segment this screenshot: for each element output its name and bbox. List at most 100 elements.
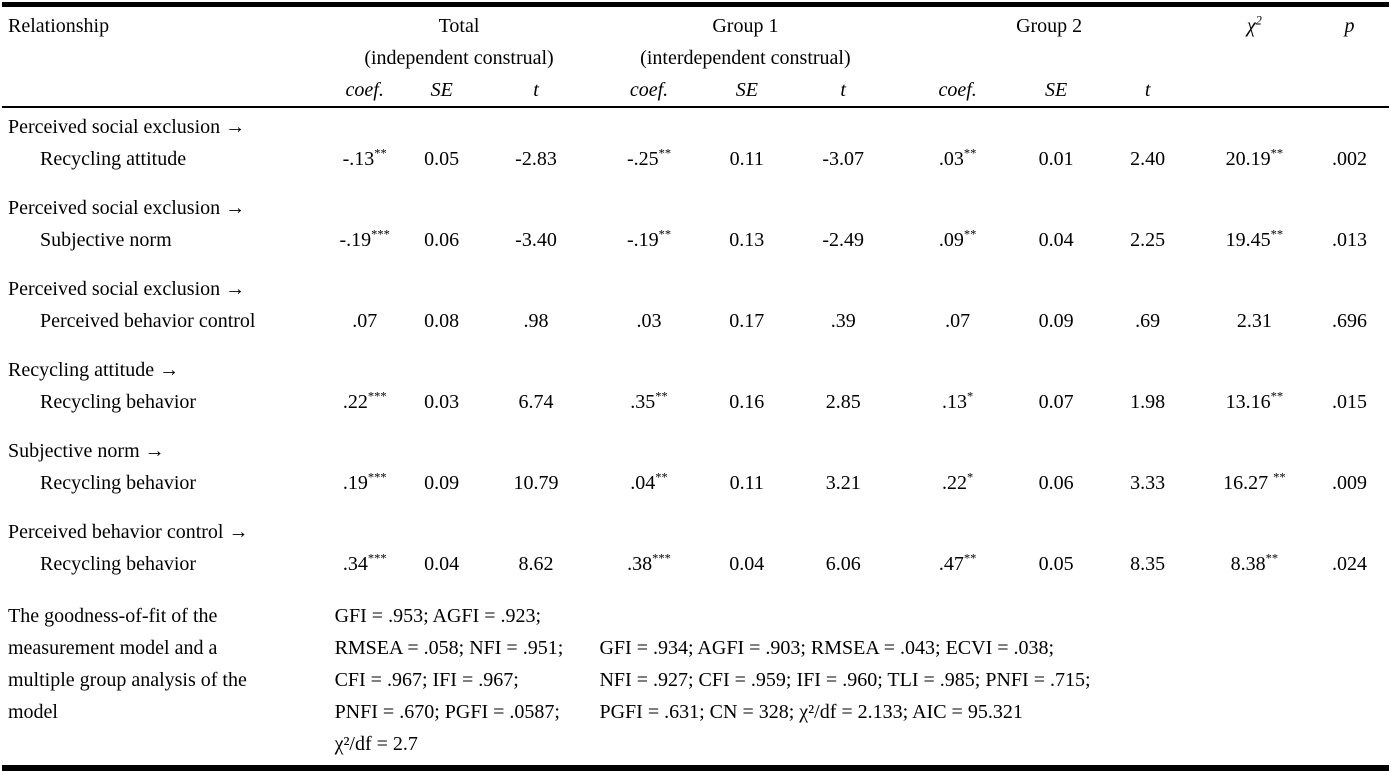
table-footer: The goodness-of-fit of the measurement m… [2,594,1389,768]
cell-group1-t: 2.85 [825,391,861,413]
cell-total-se: 0.06 [424,229,460,251]
cell-chi2: 8.38** [1230,551,1279,575]
relationship-to: Subjective norm [40,229,172,251]
cell-total-t: 6.74 [518,391,554,413]
cell-total-coef: .22*** [342,389,387,413]
significance-stars: *** [367,389,387,404]
relationship-to: Recycling attitude [40,148,187,170]
relationship-cell: Perceived social exclusion → Perceived be… [2,270,327,351]
cell-group2-se: 0.04 [1038,229,1074,251]
cell-group2-t: 8.35 [1130,553,1166,575]
relationship-to: Recycling behavior [40,472,197,494]
relationship-from: Subjective norm → [8,440,165,462]
significance-stars: ** [658,146,672,161]
significance-stars: ** [655,389,668,404]
significance-stars: ** [655,470,668,485]
cell-total-se: 0.04 [424,553,460,575]
cell-group1-coef: .04** [630,470,668,494]
cell-p: .024 [1331,553,1367,575]
cell-group2-t: 2.40 [1096,106,1199,189]
table-body: Perceived social exclusion → Recycling at… [2,106,1389,594]
header-row-groups: Relationship Total Group 1 Group 2 χ2 p [2,5,1389,43]
cell-chi2: 19.45** [1225,227,1284,251]
goodness-of-fit-row: The goodness-of-fit of the measurement m… [2,594,1389,768]
cell-group2-t: 2.25 [1130,229,1166,251]
group-fit-indices: GFI = .934; AGFI = .903; RMSEA = .043; E… [591,594,1389,768]
cell-group1-t: 3.21 [825,472,861,494]
cell-group1-t: .39 [830,310,856,332]
cell-group1-coef: .35** [630,389,668,413]
col-header-group2-se: SE [1044,79,1068,101]
relationship-to: Perceived behavior control [40,310,256,332]
significance-stars: ** [963,227,977,242]
cell-total-se: 0.05 [402,106,481,189]
relationship-cell: Perceived behavior control → Recycling be… [2,513,327,594]
cell-group1-se: 0.13 [729,229,765,251]
header-row-subtitles: (independent construal) (interdependent … [2,42,1389,74]
cell-group2-coef: .47** [938,551,977,575]
relationship-from: Perceived social exclusion → [8,197,246,219]
relationship-cell: Recycling attitude → Recycling behavior [2,351,327,432]
relationship-from: Recycling attitude → [8,359,180,381]
chi-exponent: 2 [1255,13,1262,28]
cell-group2-coef: .22* [941,470,974,494]
relationship-from: Perceived social exclusion → [8,116,246,138]
relationship-from: Perceived behavior control → [8,521,249,543]
group-header-total: Total [438,15,480,37]
significance-stars: * [966,470,974,485]
significance-stars: ** [963,551,977,566]
subtitle-group1: (interdependent construal) [640,47,851,69]
cell-total-t: 10.79 [513,472,559,494]
cell-group2-se: 0.05 [1038,553,1074,575]
fit-label-line: measurement model and a [8,637,218,659]
significance-stars: ** [1270,146,1284,161]
cell-total-t: 8.62 [518,553,554,575]
col-header-total-coef: coef. [345,79,384,101]
cell-group1-t: 6.06 [825,553,861,575]
cell-p: .013 [1331,229,1367,251]
chi-symbol: χ [1246,15,1256,37]
col-header-group1-coef: coef. [629,79,669,101]
table-row: Subjective norm → Recycling behavior .19**… [2,432,1389,513]
cell-group2-se: 0.09 [1038,310,1074,332]
cell-group1-t: -3.07 [787,106,900,189]
cell-p: .696 [1331,310,1367,332]
subtitle-group2 [899,42,1199,74]
table-header: Relationship Total Group 1 Group 2 χ2 p … [2,5,1389,108]
fit-line: χ²/df = 2.7 [334,733,418,755]
cell-group1-se: 0.11 [729,472,764,494]
cell-total-coef: .34*** [342,551,387,575]
fit-line: GFI = .934; AGFI = .903; RMSEA = .043; E… [599,637,1055,659]
cell-total-t: -2.83 [480,106,592,189]
cell-total-se: 0.03 [424,391,460,413]
col-header-total-t: t [533,79,539,101]
col-header-group2-coef: coef. [938,79,977,101]
col-header-relationship: Relationship [8,15,110,37]
goodness-of-fit-label: The goodness-of-fit of the measurement m… [2,594,327,768]
fit-label-line: The goodness-of-fit of the [8,605,218,627]
relationship-to: Recycling behavior [40,391,197,413]
significance-stars: ** [658,227,672,242]
col-header-chi2: χ2 [1199,5,1310,108]
cell-group1-se: 0.04 [729,553,765,575]
col-header-group2-t: t [1144,79,1151,101]
cell-group1-se: 0.17 [729,310,765,332]
cell-total-t: .98 [523,310,549,332]
cell-group1-coef: .38*** [627,551,671,575]
cell-group2-coef: .13* [941,389,974,413]
significance-stars: *** [652,551,671,566]
relationship-cell: Subjective norm → Recycling behavior [2,432,327,513]
cell-chi2: 16.27 ** [1223,470,1286,494]
col-header-total-se: SE [430,79,453,101]
cell-group1-coef: .03 [636,310,662,332]
fit-line: RMSEA = .058; NFI = .951; [334,637,564,659]
table-row: Perceived social exclusion → Subjective n… [2,189,1389,270]
fit-label-line: model [8,701,58,723]
cell-group2-t: .69 [1135,310,1161,332]
cell-p: .015 [1331,391,1367,413]
cell-total-coef: .07 [352,310,378,332]
significance-stars: *** [371,227,390,242]
significance-stars: *** [367,470,387,485]
cell-group2-se: 0.06 [1038,472,1074,494]
